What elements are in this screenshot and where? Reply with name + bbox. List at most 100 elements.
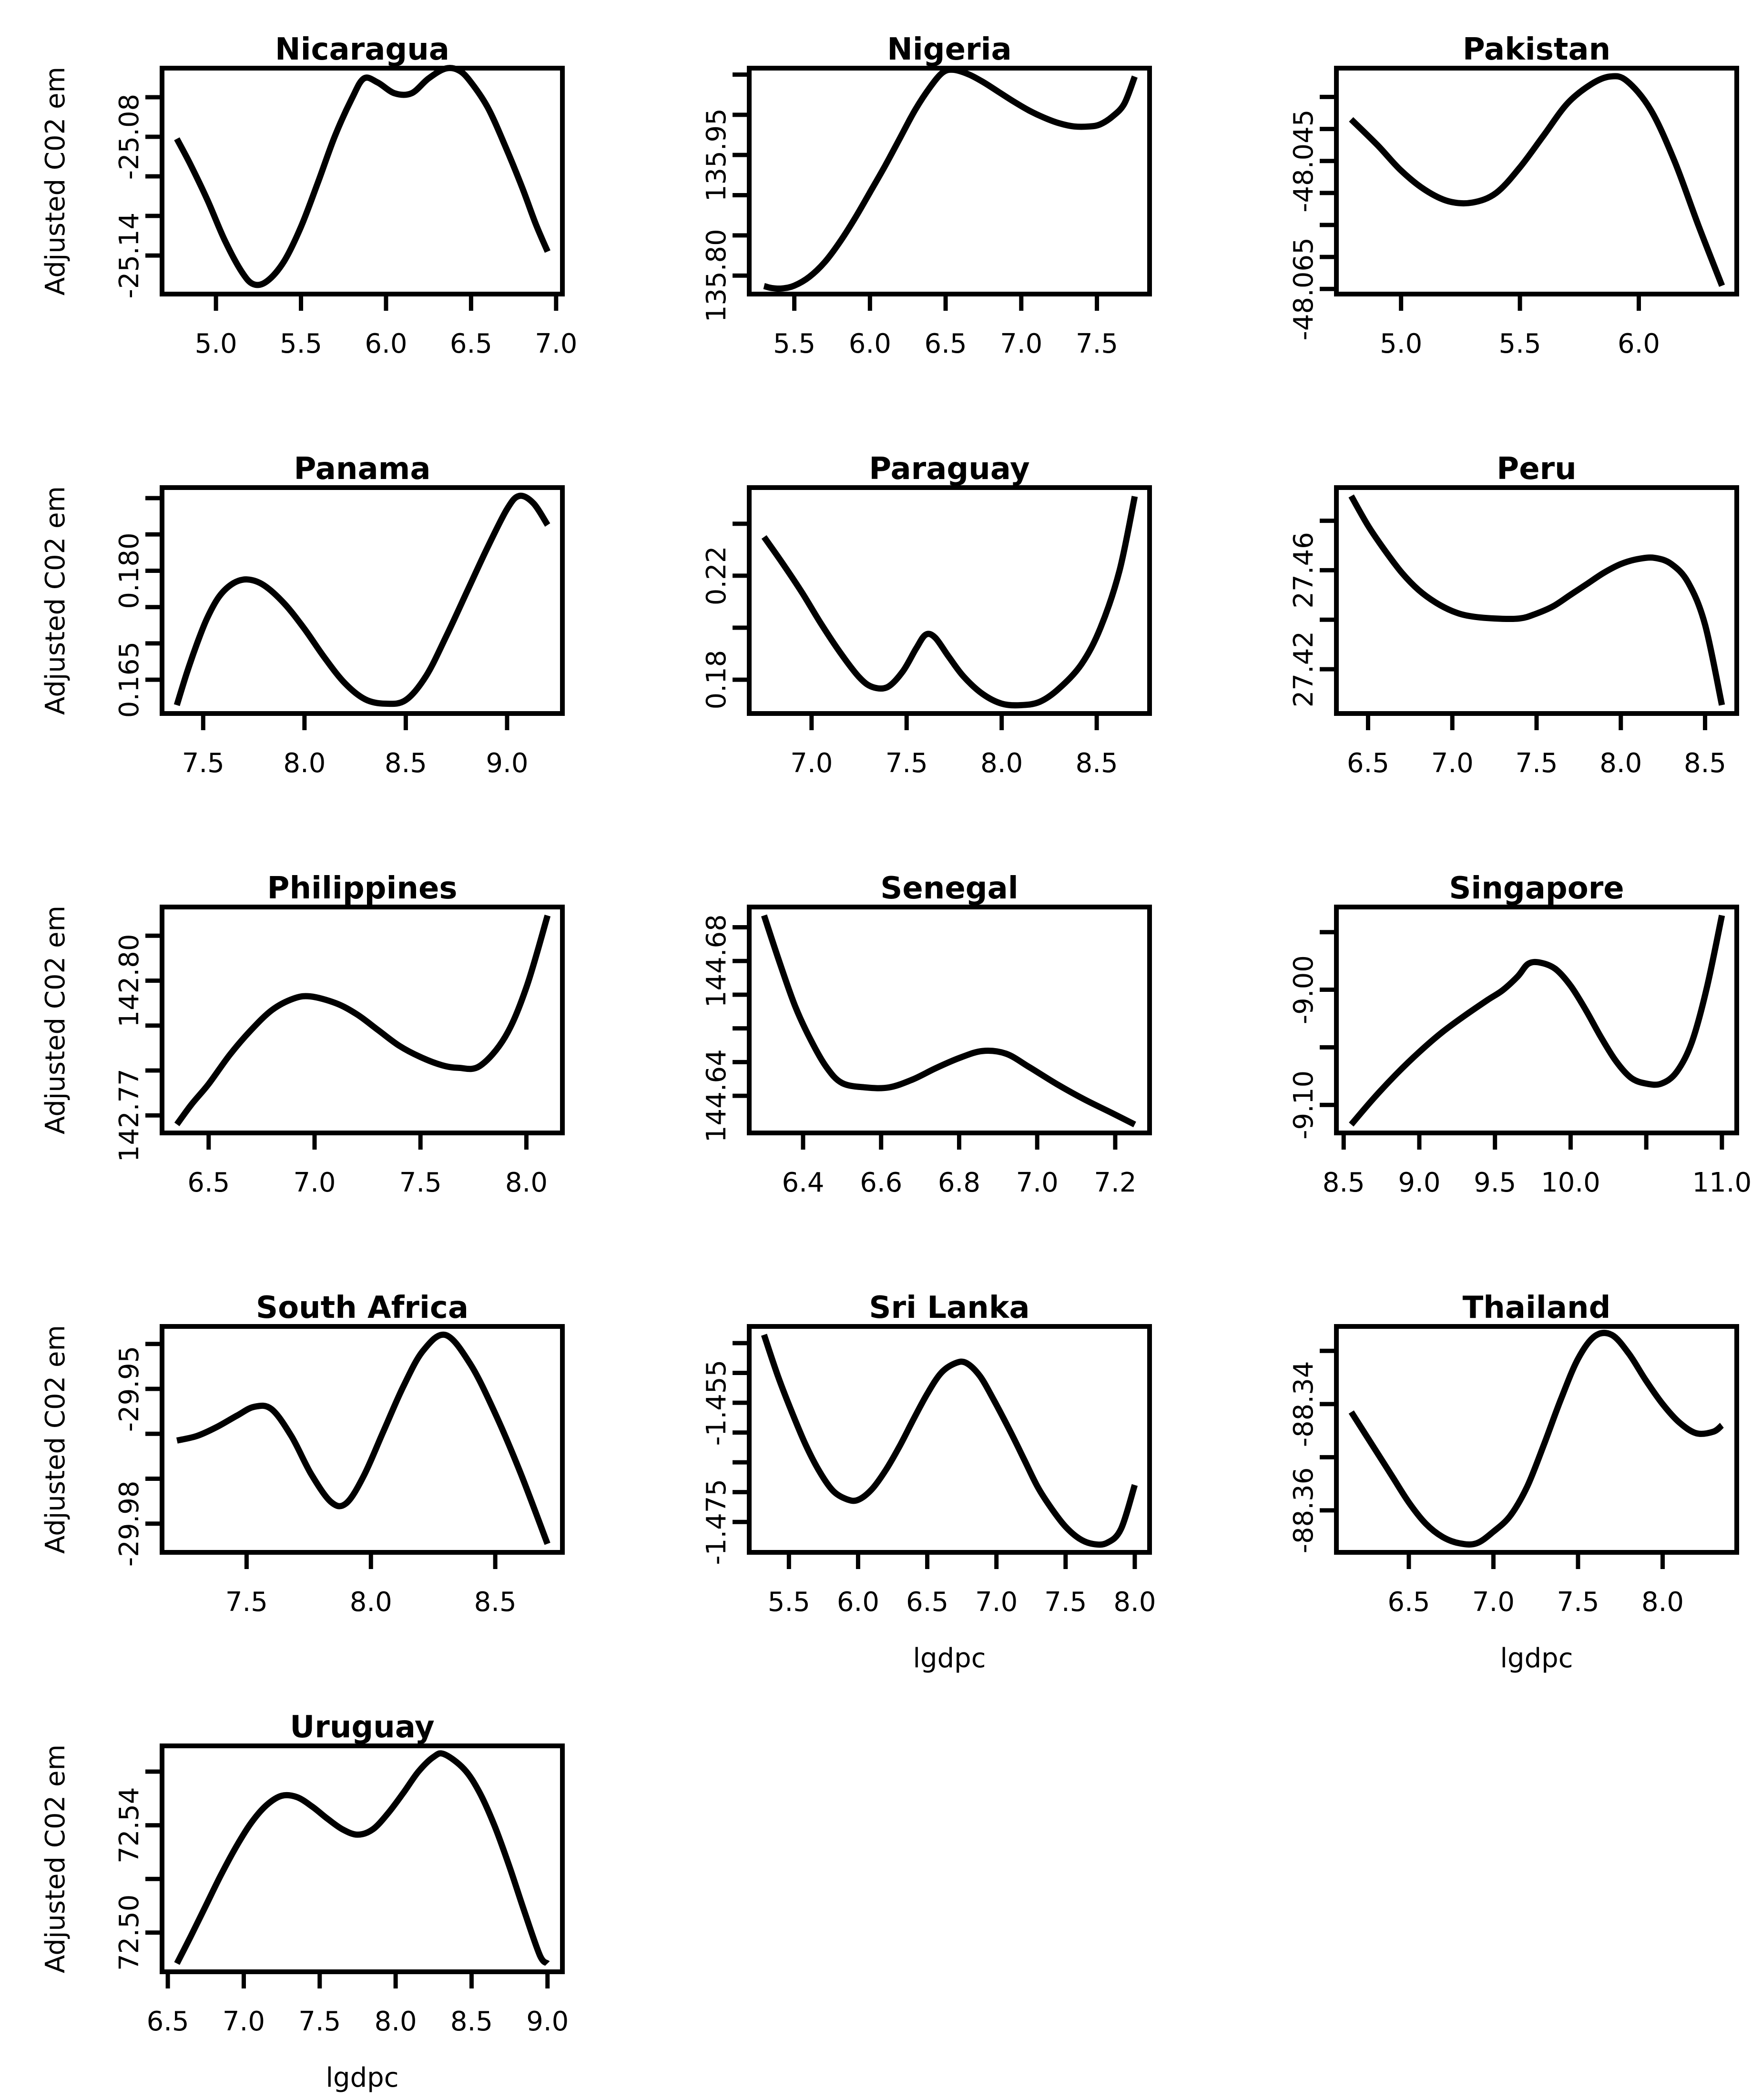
pakistan-title: Pakistan: [1463, 32, 1610, 67]
nicaragua-x-tick-label: 5.0: [195, 328, 237, 359]
subplot-south-africa: South Africa 7.5 8.0 8.5 -29.95 -29.98 Adjuste…: [0, 1258, 587, 1678]
peru-x-tick-label: 8.5: [1684, 748, 1726, 779]
senegal-y-tick-label: 144.64: [701, 1049, 732, 1142]
subplot-pakistan: Pakistan 5.0 5.5 6.0 -48.045 -48.065: [1174, 0, 1762, 419]
south-africa-x-tick-label: 8.0: [350, 1587, 392, 1618]
uruguay-curve: [174, 1750, 550, 1966]
nigeria-plot-frame: [747, 66, 1152, 296]
peru-title: Peru: [1497, 451, 1576, 487]
subplot-paraguay: Paraguay 7.0 7.5 8.0 8.5 0.22 0.18: [587, 419, 1174, 839]
sri-lanka-plot-frame: [747, 1324, 1152, 1555]
peru-x-tick-label: 6.5: [1347, 748, 1389, 779]
nicaragua-x-tick-label: 6.5: [450, 328, 492, 359]
nigeria-y-tick-label: 135.80: [701, 229, 732, 322]
south-africa-plot-frame: [160, 1324, 565, 1555]
senegal-x-tick-label: 7.2: [1094, 1167, 1136, 1198]
uruguay-x-axis-label: lgdpc: [326, 2062, 399, 2093]
nicaragua-y-axis-label: Adjusted C02 em: [40, 67, 71, 296]
senegal-plot-frame: [747, 905, 1152, 1135]
nicaragua-y-tick-label: -25.08: [114, 94, 145, 180]
sri-lanka-x-tick-label: 5.5: [768, 1587, 810, 1618]
thailand-plot-frame: [1334, 1324, 1739, 1555]
uruguay-x-tick-label: 7.0: [223, 2006, 265, 2037]
paraguay-canvas: Paraguay 7.0 7.5 8.0 8.5 0.22 0.18: [701, 451, 1152, 779]
peru-y-tick-label: 27.42: [1288, 631, 1319, 707]
singapore-x-tick-label: 11.0: [1692, 1167, 1752, 1198]
nigeria-x-tick-label: 7.5: [1076, 328, 1118, 359]
thailand-x-tick-label: 7.0: [1472, 1587, 1515, 1618]
uruguay-x-tick-label: 9.0: [526, 2006, 569, 2037]
philippines-y-tick-label: 142.80: [114, 934, 145, 1028]
peru-plot-frame: [1334, 485, 1739, 716]
nicaragua-x-tick-label: 5.5: [280, 328, 322, 359]
nicaragua-plot-frame: [160, 66, 565, 296]
panama-y-axis-label: Adjusted C02 em: [40, 486, 71, 715]
paraguay-curve: [761, 496, 1138, 709]
nigeria-title: Nigeria: [887, 32, 1011, 67]
philippines-x-tick-label: 8.0: [505, 1167, 548, 1198]
subplot-singapore: Singapore 8.5 9.0 9.5 10.0 11.0 -9.00 -9.10: [1174, 839, 1762, 1258]
panama-plot-frame: [160, 485, 565, 716]
peru-canvas: Peru 6.5 7.0 7.5 8.0 8.5 27.46 27.42: [1288, 451, 1739, 779]
philippines-x-tick-label: 6.5: [187, 1167, 230, 1198]
pakistan-curve: [1349, 73, 1725, 287]
singapore-curve: [1349, 915, 1725, 1127]
senegal-curve: [761, 914, 1136, 1128]
singapore-y-tick-label: -9.10: [1288, 1070, 1319, 1140]
nicaragua-x-tick-label: 6.0: [365, 328, 407, 359]
nigeria-x-tick-label: 6.5: [925, 328, 967, 359]
paraguay-x-tick-label: 8.0: [980, 748, 1023, 779]
panama-x-tick-label: 8.0: [283, 748, 326, 779]
senegal-x-tick-label: 6.4: [782, 1167, 824, 1198]
panama-x-tick-label: 8.5: [385, 748, 427, 779]
singapore-title: Singapore: [1449, 871, 1624, 906]
subplot-nicaragua: Nicaragua 5.0 5.5 6.0 6.5 7.0 -25.08 -25.14 Adju…: [0, 0, 587, 419]
paraguay-title: Paraguay: [869, 451, 1029, 487]
philippines-curve: [174, 915, 551, 1126]
sri-lanka-x-axis-label: lgdpc: [913, 1643, 986, 1674]
paraguay-y-tick-label: 0.22: [701, 546, 732, 606]
south-africa-y-tick-label: -29.98: [114, 1480, 145, 1567]
peru-y-tick-label: 27.46: [1288, 532, 1319, 608]
south-africa-curve: [176, 1331, 550, 1545]
paraguay-x-tick-label: 7.0: [790, 748, 833, 779]
uruguay-x-tick-label: 8.5: [450, 2006, 493, 2037]
sri-lanka-title: Sri Lanka: [869, 1290, 1029, 1325]
uruguay-y-axis-label: Adjusted C02 em: [40, 1744, 71, 1973]
panama-canvas: Panama 7.5 8.0 8.5 9.0 0.180 0.165 Adjusted C02…: [40, 451, 565, 779]
uruguay-canvas: Uruguay 6.5 7.0 7.5 8.0 8.5 9.0 72.54 72.50 Adjus…: [40, 1710, 569, 2093]
sri-lanka-y-tick-label: -1.475: [701, 1479, 732, 1565]
uruguay-y-tick-label: 72.54: [114, 1787, 145, 1863]
thailand-x-axis-label: lgdpc: [1500, 1643, 1573, 1674]
pakistan-plot-frame: [1334, 66, 1739, 296]
thailand-y-tick-label: -88.34: [1288, 1361, 1319, 1448]
peru-x-tick-label: 8.0: [1599, 748, 1642, 779]
uruguay-x-tick-label: 8.0: [375, 2006, 417, 2037]
paraguay-x-tick-label: 7.5: [886, 748, 928, 779]
sri-lanka-x-tick-label: 8.0: [1113, 1587, 1156, 1618]
singapore-x-tick-label: 8.5: [1323, 1167, 1365, 1198]
nigeria-x-tick-label: 6.0: [849, 328, 891, 359]
panama-x-tick-label: 7.5: [182, 748, 224, 779]
pakistan-x-tick-label: 5.5: [1499, 328, 1541, 359]
subplot-uruguay: Uruguay 6.5 7.0 7.5 8.0 8.5 9.0 72.54 72.50 Adjus…: [0, 1678, 587, 2097]
paraguay-y-tick-label: 0.18: [701, 650, 732, 710]
subplot-philippines: Philippines 6.5 7.0 7.5 8.0 142.80 142.77 Adjus…: [0, 839, 587, 1258]
south-africa-x-tick-label: 7.5: [225, 1587, 268, 1618]
thailand-x-tick-label: 6.5: [1387, 1587, 1430, 1618]
panama-title: Panama: [294, 451, 431, 487]
peru-x-tick-label: 7.0: [1431, 748, 1474, 779]
uruguay-y-tick-label: 72.50: [114, 1895, 145, 1971]
panama-y-tick-label: 0.165: [114, 642, 145, 718]
thailand-curve: [1348, 1330, 1724, 1548]
nicaragua-y-tick-label: -25.14: [114, 213, 145, 299]
panama-curve: [173, 492, 550, 707]
senegal-canvas: Senegal 6.4 6.6 6.8 7.0 7.2 144.68 144.64: [701, 871, 1152, 1198]
sri-lanka-curve: [761, 1334, 1138, 1548]
peru-x-tick-label: 7.5: [1515, 748, 1558, 779]
uruguay-x-tick-label: 6.5: [147, 2006, 189, 2037]
sri-lanka-x-tick-label: 7.0: [975, 1587, 1018, 1618]
philippines-x-tick-label: 7.5: [399, 1167, 442, 1198]
singapore-plot-frame: [1334, 905, 1739, 1135]
sri-lanka-x-tick-label: 6.0: [837, 1587, 879, 1618]
